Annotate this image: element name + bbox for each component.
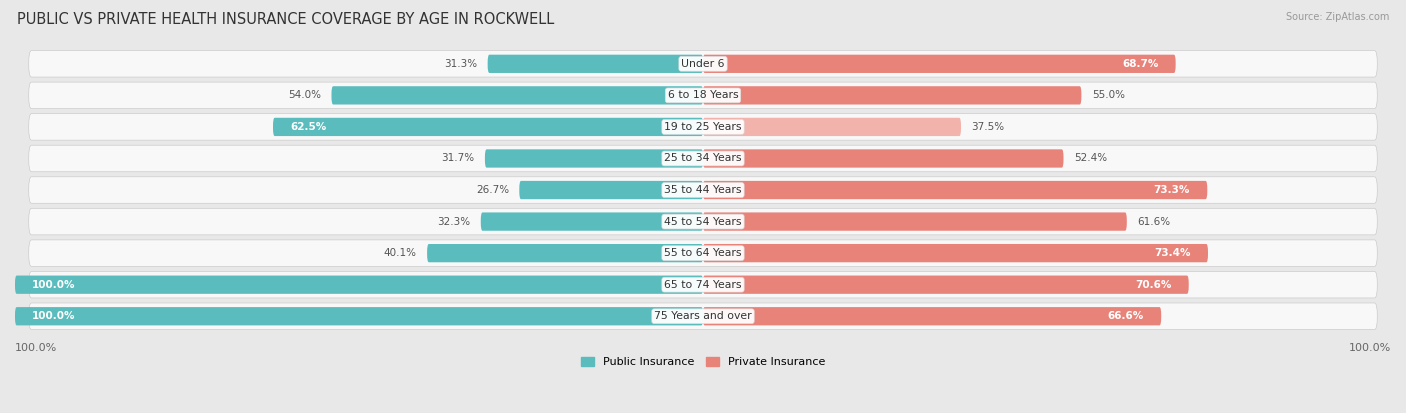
FancyBboxPatch shape xyxy=(15,275,703,294)
Text: Source: ZipAtlas.com: Source: ZipAtlas.com xyxy=(1285,12,1389,22)
FancyBboxPatch shape xyxy=(485,150,703,168)
Text: 32.3%: 32.3% xyxy=(437,216,471,227)
Text: 70.6%: 70.6% xyxy=(1135,280,1171,290)
FancyBboxPatch shape xyxy=(28,50,1378,77)
FancyBboxPatch shape xyxy=(703,150,1063,168)
Text: 100.0%: 100.0% xyxy=(32,311,76,321)
FancyBboxPatch shape xyxy=(15,307,703,325)
FancyBboxPatch shape xyxy=(28,303,1378,330)
FancyBboxPatch shape xyxy=(703,307,1161,325)
FancyBboxPatch shape xyxy=(488,55,703,73)
FancyBboxPatch shape xyxy=(28,208,1378,235)
Legend: Public Insurance, Private Insurance: Public Insurance, Private Insurance xyxy=(576,353,830,372)
FancyBboxPatch shape xyxy=(703,244,1208,262)
Text: 25 to 34 Years: 25 to 34 Years xyxy=(664,154,742,164)
FancyBboxPatch shape xyxy=(703,55,1175,73)
FancyBboxPatch shape xyxy=(28,271,1378,298)
Text: 52.4%: 52.4% xyxy=(1074,154,1107,164)
Text: 19 to 25 Years: 19 to 25 Years xyxy=(664,122,742,132)
Text: PUBLIC VS PRIVATE HEALTH INSURANCE COVERAGE BY AGE IN ROCKWELL: PUBLIC VS PRIVATE HEALTH INSURANCE COVER… xyxy=(17,12,554,27)
Text: 75 Years and over: 75 Years and over xyxy=(654,311,752,321)
FancyBboxPatch shape xyxy=(519,181,703,199)
FancyBboxPatch shape xyxy=(28,240,1378,266)
FancyBboxPatch shape xyxy=(703,86,1081,104)
FancyBboxPatch shape xyxy=(481,212,703,231)
FancyBboxPatch shape xyxy=(28,114,1378,140)
FancyBboxPatch shape xyxy=(703,181,1208,199)
FancyBboxPatch shape xyxy=(703,212,1126,231)
Text: 73.3%: 73.3% xyxy=(1154,185,1189,195)
Text: 45 to 54 Years: 45 to 54 Years xyxy=(664,216,742,227)
FancyBboxPatch shape xyxy=(28,145,1378,172)
FancyBboxPatch shape xyxy=(427,244,703,262)
Text: 55 to 64 Years: 55 to 64 Years xyxy=(664,248,742,258)
Text: 73.4%: 73.4% xyxy=(1154,248,1191,258)
Text: Under 6: Under 6 xyxy=(682,59,724,69)
Text: 55.0%: 55.0% xyxy=(1091,90,1125,100)
Text: 31.3%: 31.3% xyxy=(444,59,477,69)
Text: 35 to 44 Years: 35 to 44 Years xyxy=(664,185,742,195)
FancyBboxPatch shape xyxy=(273,118,703,136)
Text: 100.0%: 100.0% xyxy=(15,343,58,353)
Text: 61.6%: 61.6% xyxy=(1137,216,1170,227)
FancyBboxPatch shape xyxy=(703,275,1188,294)
Text: 6 to 18 Years: 6 to 18 Years xyxy=(668,90,738,100)
FancyBboxPatch shape xyxy=(332,86,703,104)
FancyBboxPatch shape xyxy=(28,82,1378,109)
Text: 65 to 74 Years: 65 to 74 Years xyxy=(664,280,742,290)
FancyBboxPatch shape xyxy=(703,118,960,136)
Text: 66.6%: 66.6% xyxy=(1108,311,1144,321)
Text: 37.5%: 37.5% xyxy=(972,122,1004,132)
Text: 68.7%: 68.7% xyxy=(1122,59,1159,69)
Text: 31.7%: 31.7% xyxy=(441,154,475,164)
Text: 100.0%: 100.0% xyxy=(1348,343,1391,353)
FancyBboxPatch shape xyxy=(28,177,1378,203)
Text: 62.5%: 62.5% xyxy=(290,122,326,132)
Text: 40.1%: 40.1% xyxy=(384,248,416,258)
Text: 54.0%: 54.0% xyxy=(288,90,321,100)
Text: 26.7%: 26.7% xyxy=(475,185,509,195)
Text: 100.0%: 100.0% xyxy=(32,280,76,290)
